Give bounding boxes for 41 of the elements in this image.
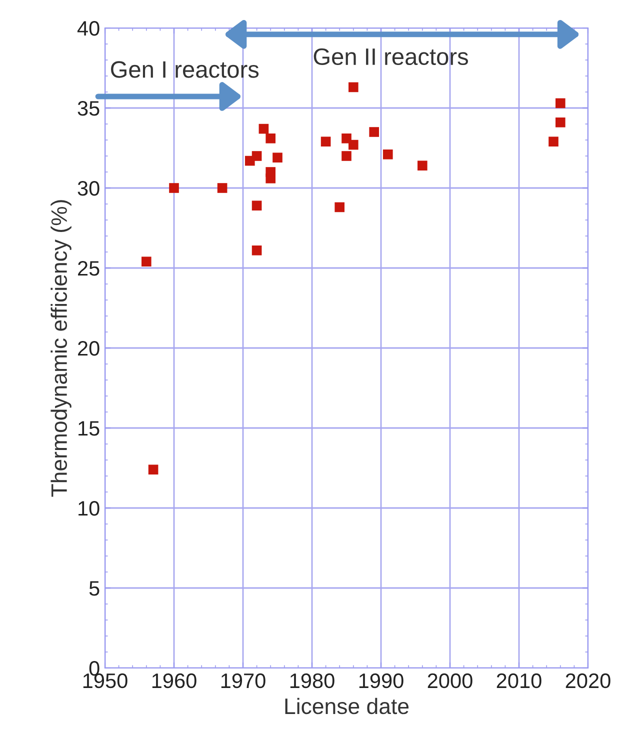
x-tick-label: 1970 xyxy=(221,673,266,688)
point xyxy=(252,200,262,211)
x-tick-label: 2000 xyxy=(428,673,472,688)
point xyxy=(141,256,152,267)
x-tick-label: 2020 xyxy=(566,673,610,688)
point xyxy=(266,173,276,184)
y-tick-label: 5 xyxy=(89,581,100,596)
point xyxy=(348,82,358,92)
annotation: Gen I reactors xyxy=(111,61,259,78)
y-tick-label: 40 xyxy=(77,21,100,36)
point xyxy=(169,183,179,193)
point xyxy=(252,151,262,161)
x-axis-title: License date xyxy=(285,698,409,714)
y-tick-label: 20 xyxy=(78,341,100,356)
annotation: Gen II reactors xyxy=(314,48,468,66)
point xyxy=(320,136,331,147)
x-tick-label: 1980 xyxy=(290,673,334,688)
point xyxy=(342,151,352,161)
point xyxy=(217,183,228,193)
y-axis-title: Thermodynamic efficiency (%) xyxy=(50,200,72,497)
x-tick-label: 1990 xyxy=(359,673,404,688)
x-tick-label: 2010 xyxy=(496,673,542,688)
y-tick-label: 15 xyxy=(78,421,100,436)
y-tick-label: 25 xyxy=(78,261,100,276)
x-tick-label: 1960 xyxy=(152,673,196,688)
point xyxy=(148,464,158,475)
point xyxy=(258,124,269,134)
y-tick-label: 35 xyxy=(78,101,100,116)
y-tick-label: 10 xyxy=(78,501,100,516)
point xyxy=(382,149,393,160)
point xyxy=(348,140,358,150)
point xyxy=(266,133,276,144)
point xyxy=(272,152,282,163)
point xyxy=(555,98,566,108)
point xyxy=(555,117,566,128)
y-tick-label: 30 xyxy=(78,181,100,196)
point xyxy=(548,136,558,147)
point xyxy=(252,245,262,256)
point xyxy=(334,202,345,212)
point xyxy=(417,160,428,171)
point xyxy=(369,127,380,137)
